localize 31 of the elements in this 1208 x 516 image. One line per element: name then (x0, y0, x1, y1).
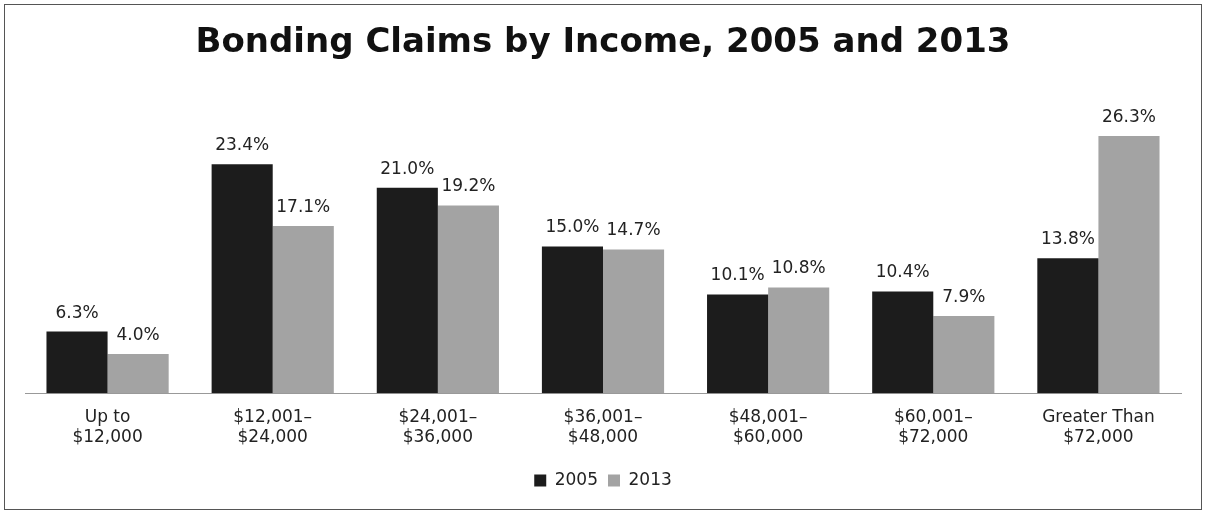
bar (46, 331, 108, 394)
data-label: 10.1% (710, 264, 765, 285)
x-tick-label: $36,001– $48,000 (563, 405, 643, 447)
legend-label: 2013 (628, 468, 672, 489)
x-tick-label: Up to $12,000 (72, 405, 143, 447)
x-tick-label: $48,001– $60,000 (728, 405, 808, 447)
x-tick-label: $12,001– $24,000 (233, 405, 313, 447)
data-label: 15.0% (545, 216, 600, 237)
x-tick-label: Greater Than $72,000 (1042, 405, 1155, 447)
chart-title: Bonding Claims by Income, 2005 and 2013 (195, 20, 1011, 61)
data-label: 19.2% (441, 175, 496, 196)
data-label: 10.8% (771, 257, 826, 278)
bar (872, 291, 934, 394)
data-label: 23.4% (215, 134, 270, 155)
x-tick-label: $24,001– $36,000 (398, 405, 478, 447)
bar (541, 246, 603, 394)
data-label: 14.7% (606, 219, 661, 240)
data-label: 4.0% (116, 324, 160, 344)
data-label: 21.0% (380, 157, 435, 178)
data-label: 17.1% (276, 195, 331, 216)
bar (211, 164, 273, 394)
bar (707, 294, 769, 394)
data-label: 7.9% (942, 285, 986, 306)
data-label: 6.3% (55, 301, 99, 322)
data-label: 26.3% (1101, 105, 1156, 126)
data-label: 13.8% (1040, 228, 1095, 249)
bar (376, 187, 438, 394)
data-label: 10.4% (875, 261, 930, 282)
legend-label: 2005 (554, 468, 598, 489)
x-tick-label: $60,001– $72,000 (893, 405, 973, 447)
bar (1037, 258, 1099, 394)
